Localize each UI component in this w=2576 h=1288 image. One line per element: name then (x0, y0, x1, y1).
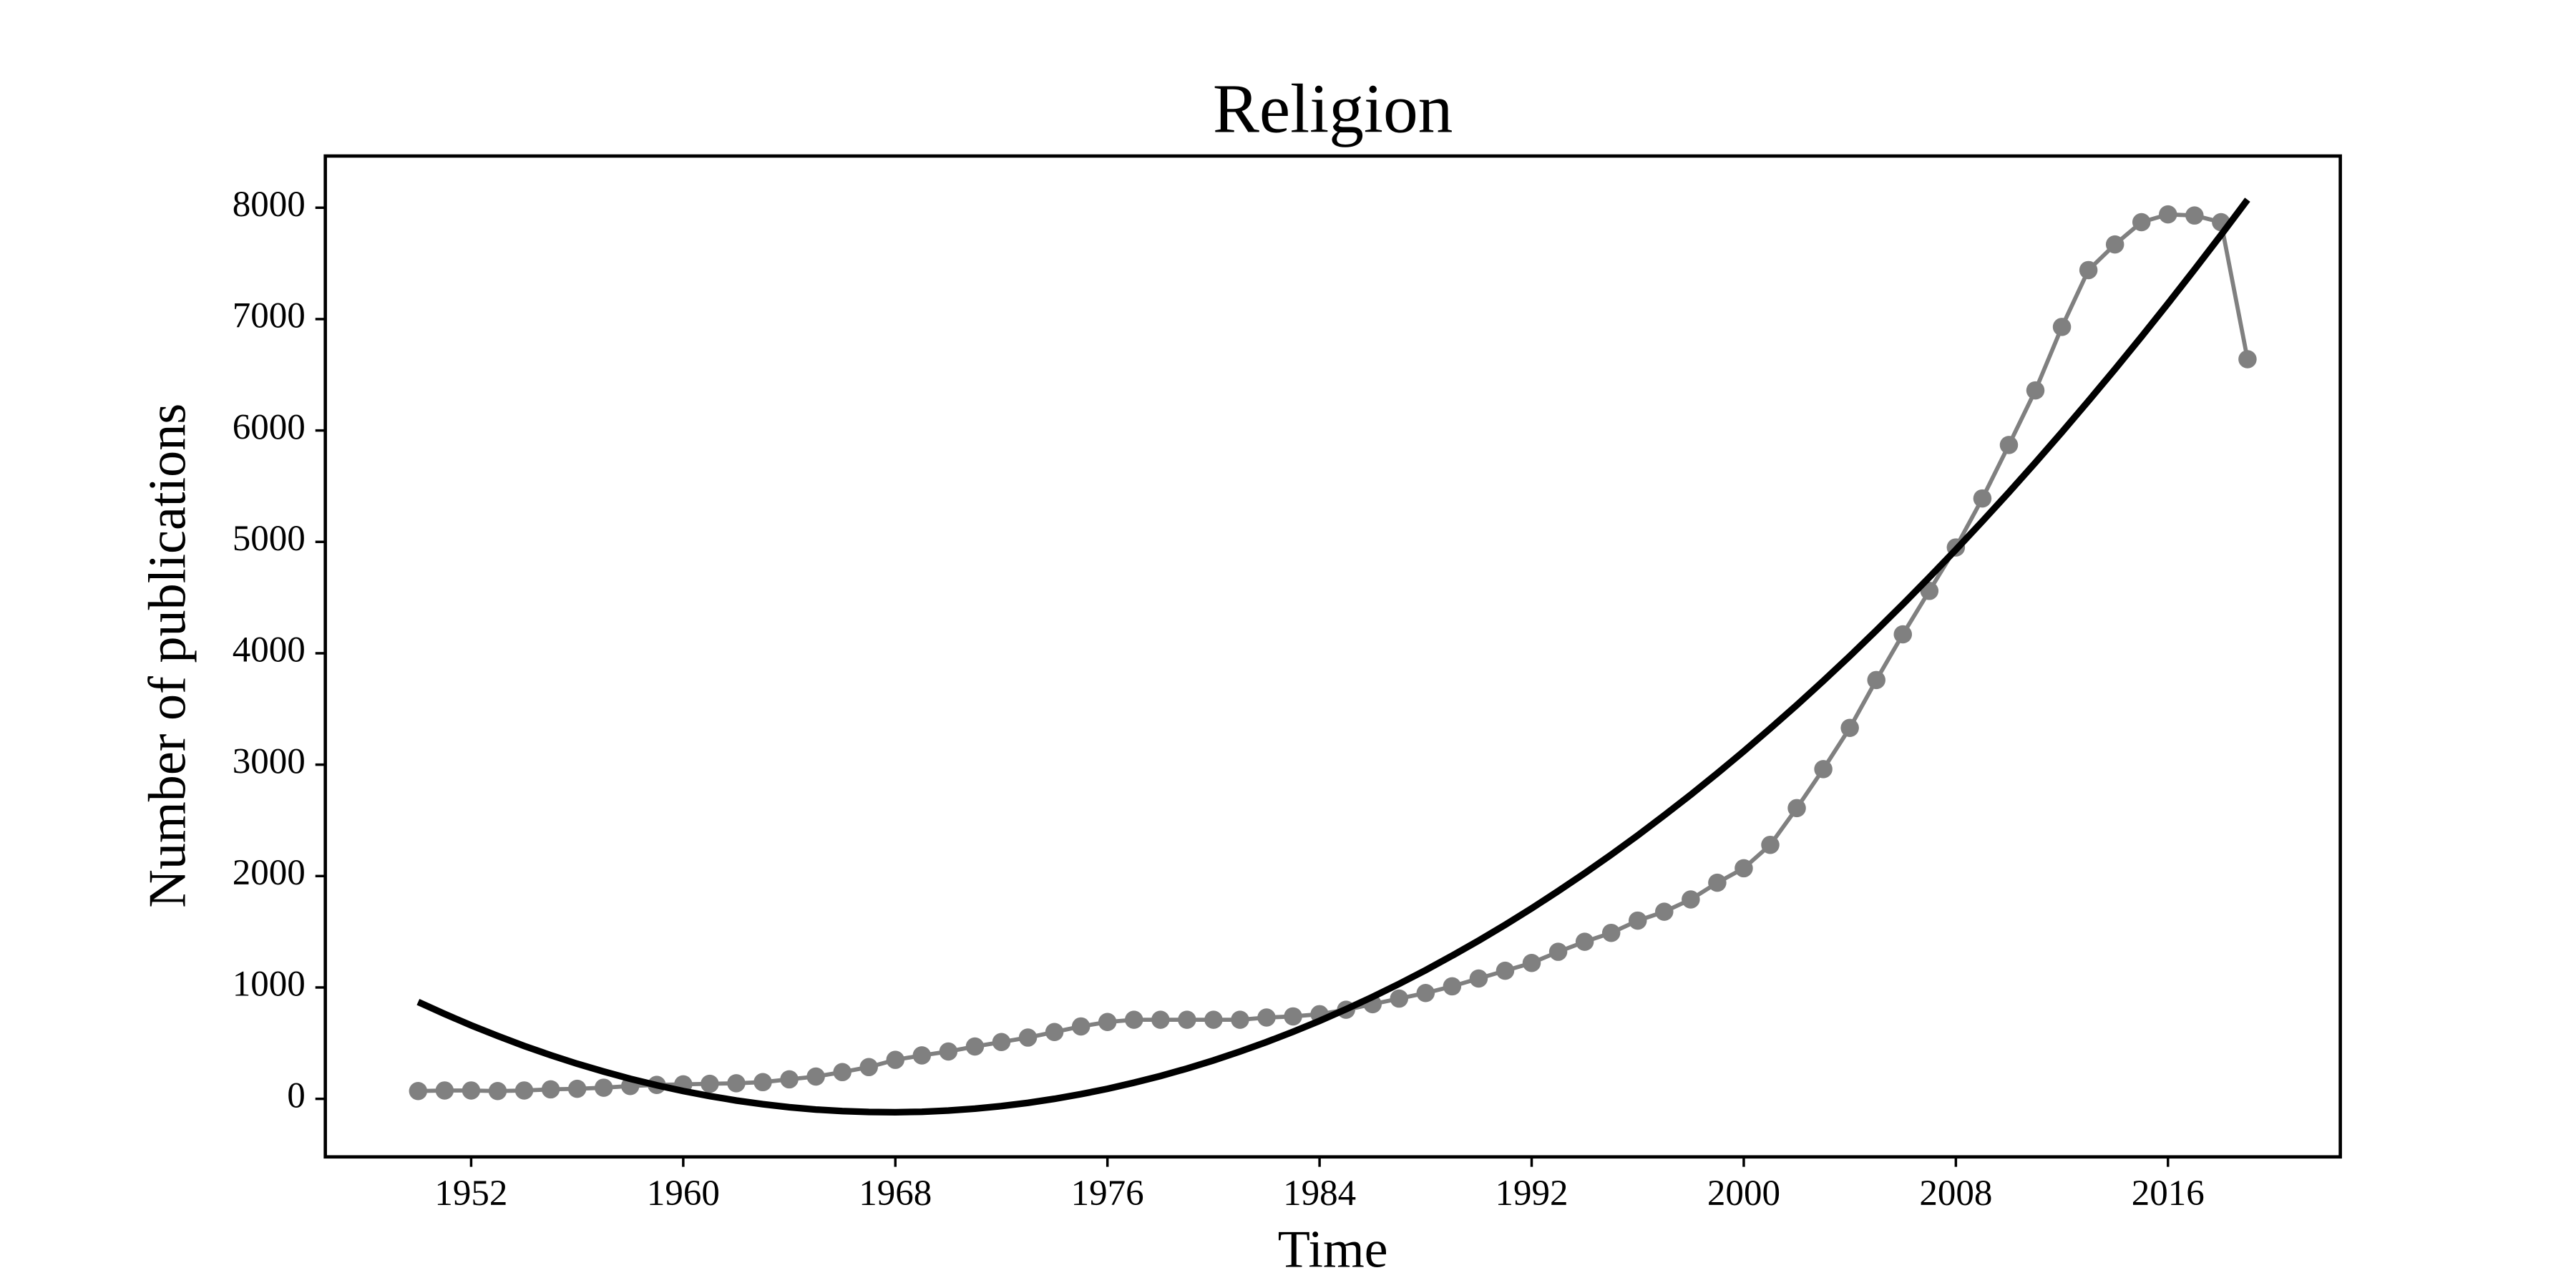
chart-title: Religion (1213, 71, 1453, 148)
point (1098, 1013, 1117, 1031)
plot-frame (323, 154, 2342, 1159)
point (1601, 923, 1621, 942)
y-tick-label: 5000 (233, 519, 306, 559)
x-tick-label: 1960 (647, 1174, 720, 1214)
x-tick-label: 2000 (1707, 1174, 1780, 1214)
line (418, 212, 2250, 1093)
point (1231, 1010, 1249, 1029)
point (462, 1081, 481, 1100)
point (1787, 799, 1806, 818)
point (435, 1081, 454, 1100)
point (1522, 953, 1541, 972)
point (2238, 350, 2257, 369)
point (2105, 235, 2124, 254)
point (1204, 1010, 1223, 1029)
point (514, 1081, 534, 1100)
x-tick-label: 1992 (1496, 1174, 1568, 1214)
point (1045, 1023, 1064, 1042)
point (1575, 932, 1594, 951)
y-tick-label: 8000 (233, 185, 306, 225)
point (833, 1063, 852, 1082)
x-tick-label: 2008 (1919, 1174, 1992, 1214)
point (1761, 835, 1780, 854)
y-tick-label: 7000 (233, 296, 306, 336)
point (859, 1058, 878, 1077)
y-axis-label: Number of publications (138, 404, 197, 908)
point (939, 1042, 958, 1061)
x-tick-label: 2016 (2132, 1174, 2205, 1214)
point (727, 1074, 746, 1093)
point (594, 1078, 613, 1097)
point (1443, 977, 1462, 996)
point (780, 1070, 799, 1089)
point (2026, 381, 2045, 400)
point (1151, 1010, 1170, 1029)
point (753, 1073, 772, 1092)
line (416, 197, 2250, 1116)
point (1496, 961, 1515, 980)
point (1628, 911, 1647, 930)
point (701, 1074, 719, 1093)
point (2132, 213, 2151, 232)
y-tick-label: 6000 (233, 407, 306, 447)
point (1390, 989, 1409, 1008)
point (1867, 670, 1885, 690)
point (965, 1037, 985, 1056)
x-axis-label: Time (1278, 1221, 1388, 1279)
point (1416, 984, 1435, 1002)
point (2159, 205, 2177, 224)
point (2185, 206, 2204, 225)
point (1682, 890, 1700, 909)
point (912, 1046, 932, 1065)
point (1973, 489, 1992, 508)
point (488, 1081, 507, 1101)
point (806, 1067, 825, 1086)
point (1655, 902, 1674, 921)
point (1018, 1028, 1038, 1047)
x-tick-label: 1968 (859, 1174, 932, 1214)
y-tick-label: 1000 (233, 965, 306, 1005)
point (1178, 1010, 1196, 1029)
point (1735, 859, 1753, 878)
point (1814, 760, 1833, 779)
point (1893, 625, 1913, 644)
point (992, 1033, 1011, 1052)
y-tick-label: 2000 (233, 853, 306, 893)
point (567, 1079, 587, 1098)
point (886, 1050, 905, 1069)
point (1124, 1010, 1143, 1029)
point (1548, 942, 1568, 961)
point (1840, 718, 1859, 738)
point (1999, 436, 2019, 454)
y-tick-label: 0 (287, 1075, 306, 1116)
point (1071, 1017, 1091, 1036)
x-tick-label: 1984 (1283, 1174, 1356, 1214)
x-tick-label: 1976 (1071, 1174, 1144, 1214)
point (1469, 969, 1488, 988)
point (1284, 1007, 1302, 1026)
y-tick-label: 3000 (233, 741, 306, 781)
y-tick-label: 4000 (233, 630, 306, 670)
point (2052, 318, 2072, 336)
point (541, 1080, 560, 1099)
point (2079, 260, 2098, 280)
point (1708, 873, 1727, 892)
point (1257, 1008, 1276, 1027)
point (409, 1081, 428, 1101)
x-tick-label: 1952 (434, 1174, 507, 1214)
